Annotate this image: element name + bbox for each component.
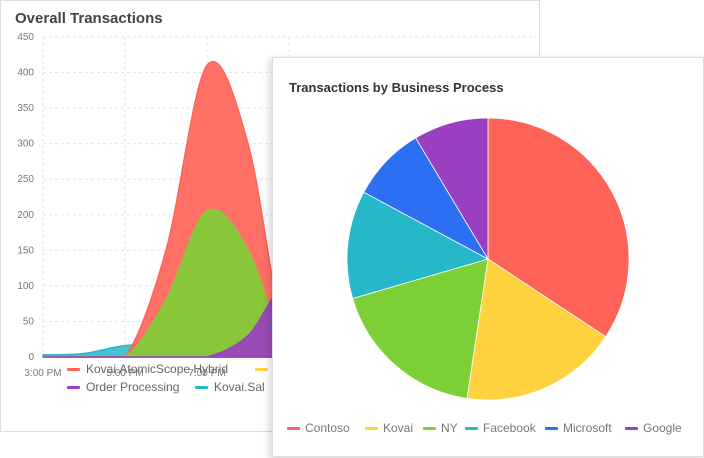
y-tick-label: 300 — [17, 139, 34, 150]
legend-label: Kovai.Sal — [214, 380, 265, 394]
pie-chart — [346, 117, 630, 401]
pie-slice-google[interactable] — [415, 117, 489, 261]
pie-legend-item[interactable]: Contoso — [287, 421, 350, 435]
pie-legend-item[interactable]: NY — [423, 421, 458, 435]
legend-label: Order Processing — [86, 380, 179, 394]
legend-swatch — [625, 427, 638, 431]
pie-legend-label: Contoso — [305, 421, 350, 435]
legend-label: Kovai.AtomicScope.Hybrid — [86, 362, 228, 376]
overall-transactions-title: Overall Transactions — [15, 10, 163, 27]
pie-slice-kovai[interactable] — [466, 258, 607, 401]
pie-legend-item[interactable]: Google — [625, 421, 682, 435]
pie-legend-item[interactable]: Kovai — [365, 421, 413, 435]
pie-legend-item[interactable]: Microsoft — [545, 421, 612, 435]
y-tick-label: 150 — [17, 245, 34, 256]
x-tick-label: 7:00 PM — [188, 368, 225, 379]
pie-legend-label: Kovai — [383, 421, 414, 435]
pie-legend-label: Facebook — [483, 421, 536, 435]
x-tick-label: 5:00 PM — [106, 368, 143, 379]
legend-swatch — [365, 427, 378, 431]
y-tick-label: 200 — [17, 210, 34, 221]
pie-legend-label: Microsoft — [563, 421, 612, 435]
legend-swatch — [465, 427, 478, 431]
y-tick-label: 100 — [17, 281, 34, 292]
y-tick-label: 50 — [23, 316, 35, 327]
pie-slice-facebook[interactable] — [346, 191, 490, 300]
pie-legend-item[interactable]: Facebook — [465, 421, 536, 435]
y-tick-label: 250 — [17, 174, 34, 185]
pie-legend: Contoso Kovai NY Facebook Microsoft Google — [273, 421, 704, 441]
pie-slice-ny[interactable] — [352, 258, 489, 399]
y-tick-label: 450 — [17, 32, 34, 43]
y-tick-label: 350 — [17, 103, 34, 114]
y-tick-label: 0 — [28, 352, 34, 363]
legend-swatch — [67, 368, 80, 371]
legend-swatch — [67, 386, 80, 389]
legend-swatch — [255, 368, 268, 371]
legend-swatch — [545, 427, 558, 431]
business-process-title: Transactions by Business Process — [289, 80, 504, 95]
business-process-card: Transactions by Business Process Contoso… — [272, 57, 704, 457]
legend-swatch — [423, 427, 436, 431]
y-tick-label: 400 — [17, 68, 34, 79]
pie-legend-label: NY — [441, 421, 458, 435]
legend-swatch — [287, 427, 300, 431]
pie-legend-label: Google — [643, 421, 682, 435]
x-tick-label: 3:00 PM — [24, 368, 61, 379]
legend-swatch — [195, 386, 208, 389]
